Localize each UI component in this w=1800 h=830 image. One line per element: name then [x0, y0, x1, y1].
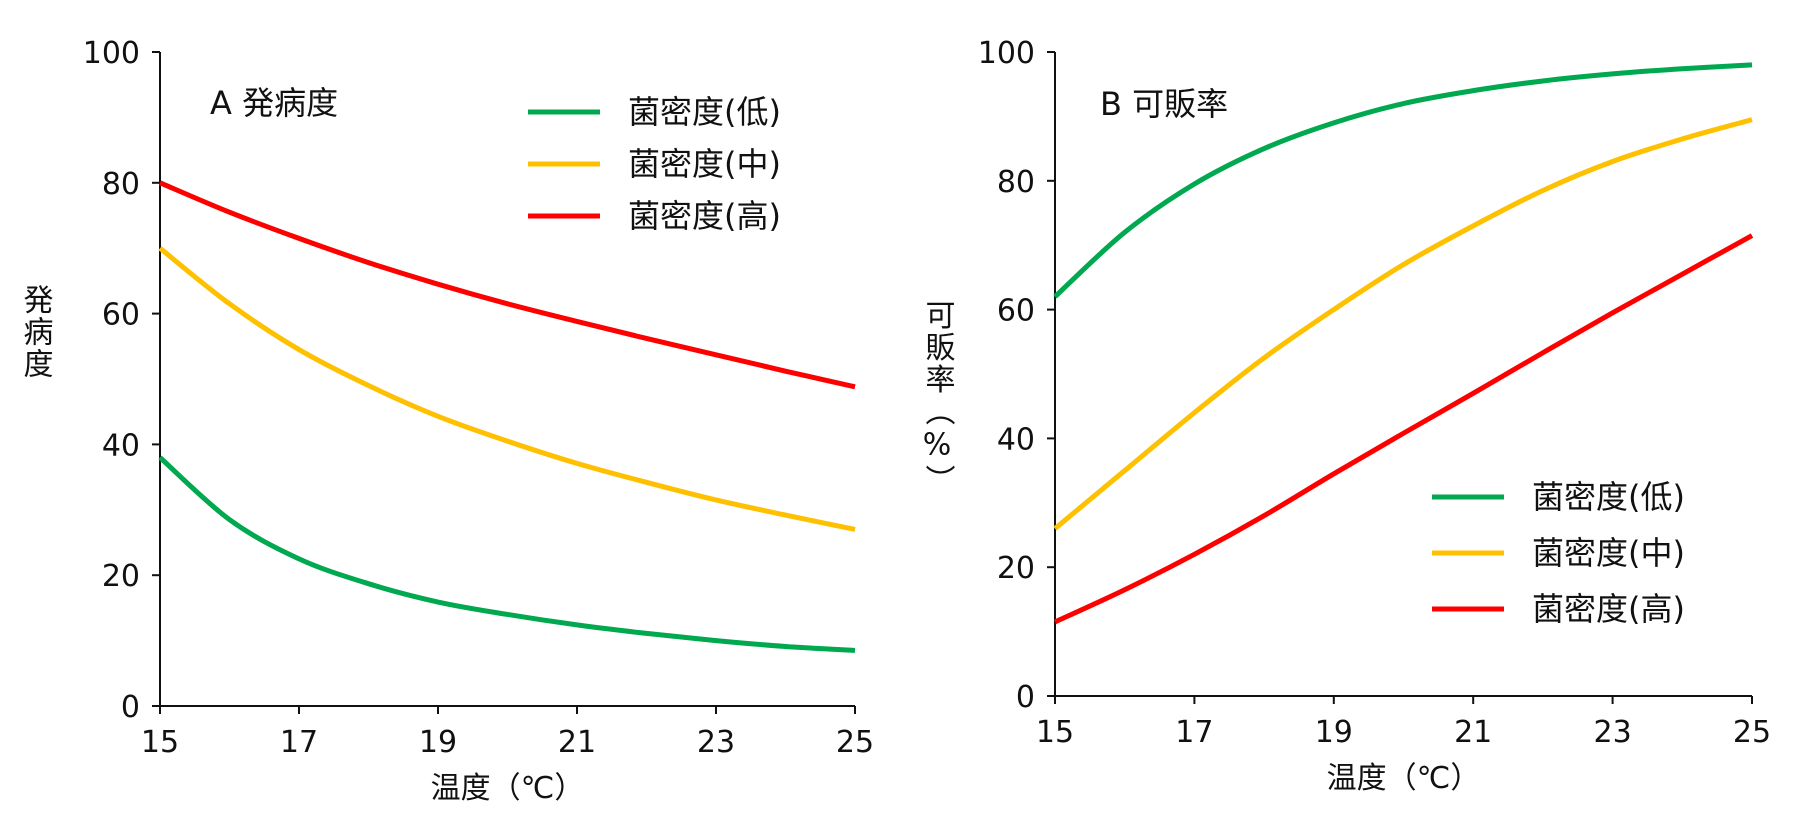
y-tick-label: 100 — [978, 36, 1035, 71]
y-tick-label: 80 — [997, 165, 1035, 200]
x-axis-title: 温度（℃） — [1327, 761, 1481, 796]
series-line-2 — [1053, 233, 1754, 625]
x-tick-label: 23 — [1594, 715, 1632, 750]
y-tick-label: 100 — [83, 36, 140, 71]
chart-panel-b: 0 20 40 60 80 100 15 17 19 21 23 25 温度（℃） 可販率（%） B 可販率… — [920, 36, 1772, 796]
x-tick-label: 25 — [836, 725, 874, 760]
y-tick-label: 60 — [102, 298, 140, 333]
panel-title: B 可販率 — [1100, 85, 1228, 123]
x-tick-label: 17 — [1175, 715, 1213, 750]
x-tick-label: 21 — [558, 725, 596, 760]
x-tick-label: 15 — [1036, 715, 1074, 750]
x-tick-label: 23 — [697, 725, 735, 760]
legend-label: 菌密度(中) — [1532, 534, 1685, 572]
x-tick-label: 19 — [1315, 715, 1353, 750]
x-tick-label: 15 — [141, 725, 179, 760]
legend-label: 菌密度(低) — [628, 93, 781, 131]
series-line-1 — [158, 246, 856, 532]
series-line-0 — [158, 455, 856, 653]
y-axis-title: 発病度 — [18, 284, 54, 380]
y-tick-label: 40 — [102, 428, 140, 463]
x-tick-label: 17 — [280, 725, 318, 760]
legend-label: 菌密度(低) — [1532, 478, 1685, 516]
legend-label: 菌密度(高) — [628, 197, 781, 235]
legend: 菌密度(低) 菌密度(中) 菌密度(高) — [1432, 478, 1685, 628]
x-tick-label: 19 — [419, 725, 457, 760]
y-tick-label: 0 — [121, 690, 140, 725]
legend-label: 菌密度(中) — [628, 145, 781, 183]
x-axis-title: 温度（℃） — [431, 771, 585, 806]
y-tick-label: 80 — [102, 167, 140, 202]
x-tick-label: 25 — [1733, 715, 1771, 750]
series-line-0 — [1053, 62, 1753, 299]
series-line-2 — [159, 180, 856, 390]
y-tick-label: 60 — [997, 294, 1035, 329]
y-tick-label: 0 — [1016, 680, 1035, 715]
panel-title: A 発病度 — [210, 84, 338, 122]
y-tick-label: 20 — [997, 551, 1035, 586]
legend-label: 菌密度(高) — [1532, 590, 1685, 628]
y-axis-title: 可販率（%） — [920, 300, 956, 497]
y-tick-label: 20 — [102, 559, 140, 594]
y-tick-label: 40 — [997, 422, 1035, 457]
series-line-1 — [1053, 117, 1753, 531]
x-tick-label: 21 — [1454, 715, 1492, 750]
legend: 菌密度(低) 菌密度(中) 菌密度(高) — [528, 93, 781, 235]
